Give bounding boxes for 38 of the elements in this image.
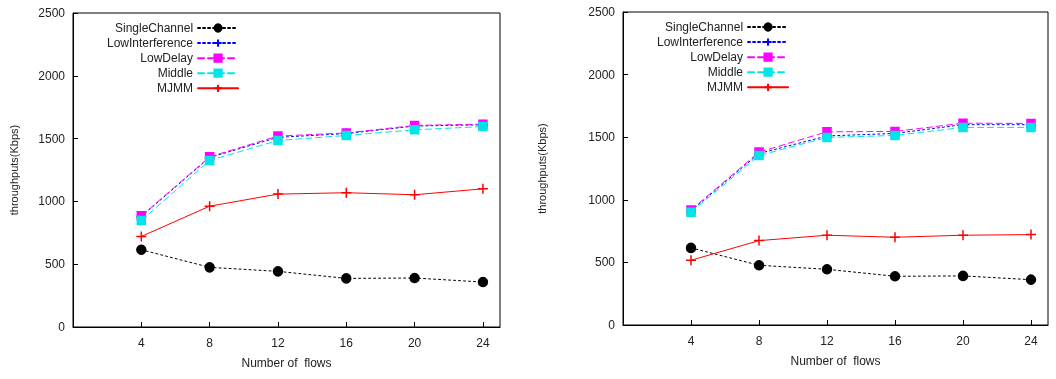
x-tick-label: 24 <box>476 336 490 350</box>
y-tick-label: 2000 <box>38 68 66 83</box>
legend-label: SingleChannel <box>664 20 744 34</box>
y-tick-label: 1500 <box>588 130 616 145</box>
y-tick-label: 500 <box>594 255 616 270</box>
y-tick-label: 1500 <box>38 131 66 146</box>
x-tick-label: 20 <box>407 336 422 350</box>
legend-label: MJMM <box>707 80 744 95</box>
legend-label: SingleChannel <box>114 21 194 35</box>
x-axis-title: Number of flows <box>241 356 332 370</box>
legend-label: LowInterference <box>656 35 744 50</box>
x-tick-label: 8 <box>755 334 763 348</box>
x-tick-label: 16 <box>888 334 902 348</box>
x-tick-label: 4 <box>687 334 695 348</box>
x-tick-label: 20 <box>956 334 970 348</box>
x-tick-label: 8 <box>206 336 214 350</box>
x-tick-label: 12 <box>820 334 834 348</box>
legend-label: Middle <box>157 66 194 81</box>
y-tick-label: 1000 <box>38 194 66 209</box>
x-tick-label: 12 <box>271 336 285 350</box>
y-tick-label: 1000 <box>588 192 616 207</box>
y-tick-label: 2000 <box>588 67 616 82</box>
x-tick-label: 24 <box>1024 334 1038 348</box>
y-axis-title: throughputs(Kbps) <box>535 123 548 214</box>
x-tick-label: 16 <box>339 336 354 350</box>
legend-label: LowInterference <box>106 36 194 51</box>
y-tick-label: 0 <box>608 318 616 332</box>
y-tick-label: 2500 <box>588 5 616 19</box>
legend-label: LowDelay <box>690 50 744 65</box>
y-tick-label: 0 <box>58 320 66 334</box>
y-tick-label: 500 <box>44 257 66 272</box>
y-tick-label: 2500 <box>38 6 66 20</box>
y-axis-title: throughputs(Kbps) <box>7 124 20 216</box>
legend-label: MJMM <box>157 81 194 96</box>
x-axis-title: Number of flows <box>790 354 881 368</box>
x-tick-label: 4 <box>137 336 145 350</box>
legend-label: LowDelay <box>140 51 194 66</box>
legend-label: Middle <box>707 65 744 80</box>
